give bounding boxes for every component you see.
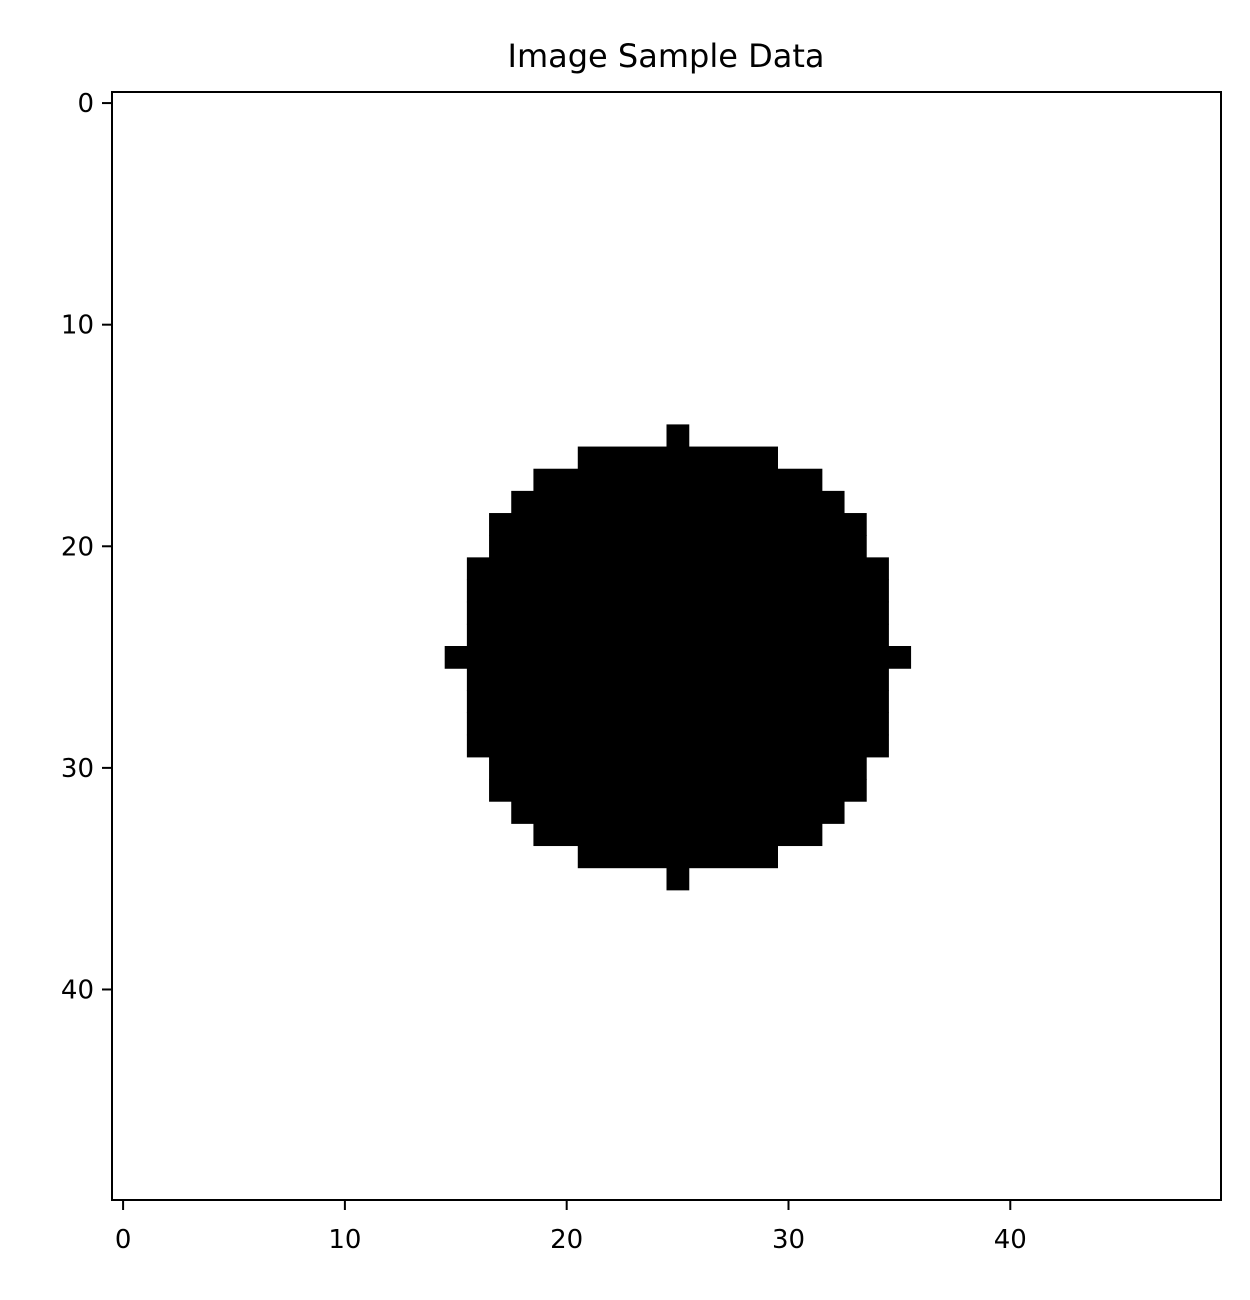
x-tick-label: 30 — [772, 1225, 805, 1255]
pixel-run-row-27 — [466, 690, 889, 714]
pixel-run-row-34 — [577, 845, 778, 869]
pixel-run-row-20 — [489, 535, 867, 558]
pixel-run-row-22 — [466, 579, 889, 603]
pixel-run-row-32 — [511, 801, 845, 824]
pixel-run-row-24 — [466, 623, 889, 647]
y-tick-label: 0 — [77, 89, 94, 119]
y-tick-label: 20 — [61, 532, 94, 562]
pixel-run-row-35 — [666, 867, 690, 891]
pixel-run-row-33 — [533, 823, 823, 847]
x-tick-label: 0 — [115, 1225, 132, 1255]
pixel-run-row-17 — [533, 468, 823, 492]
y-tick-label: 40 — [61, 975, 94, 1005]
pixel-run-row-26 — [466, 668, 889, 691]
pixel-run-row-15 — [666, 424, 690, 448]
pixel-run-row-21 — [466, 557, 889, 581]
pixel-run-row-28 — [466, 712, 889, 736]
plot-frame — [111, 91, 1222, 1201]
x-tick-label: 40 — [994, 1225, 1027, 1255]
pixel-run-row-16 — [577, 446, 778, 470]
x-axis-ticks: 0 10 20 30 40 — [115, 1200, 1027, 1255]
pixel-run-row-30 — [489, 756, 867, 780]
x-tick-label: 10 — [328, 1225, 361, 1255]
image-pixels — [444, 424, 912, 891]
chart-title: Image Sample Data — [508, 37, 825, 75]
pixel-run-row-25 — [444, 646, 912, 669]
pixel-run-row-18 — [511, 490, 845, 514]
pixel-run-row-29 — [466, 734, 889, 758]
pixel-run-row-19 — [489, 513, 867, 536]
y-tick-label: 10 — [61, 311, 94, 341]
pixel-run-row-23 — [466, 601, 889, 625]
y-axis-ticks: 0 10 20 30 40 — [61, 89, 112, 1005]
x-tick-label: 20 — [550, 1225, 583, 1255]
pixel-run-row-31 — [489, 778, 867, 802]
y-tick-label: 30 — [61, 754, 94, 784]
